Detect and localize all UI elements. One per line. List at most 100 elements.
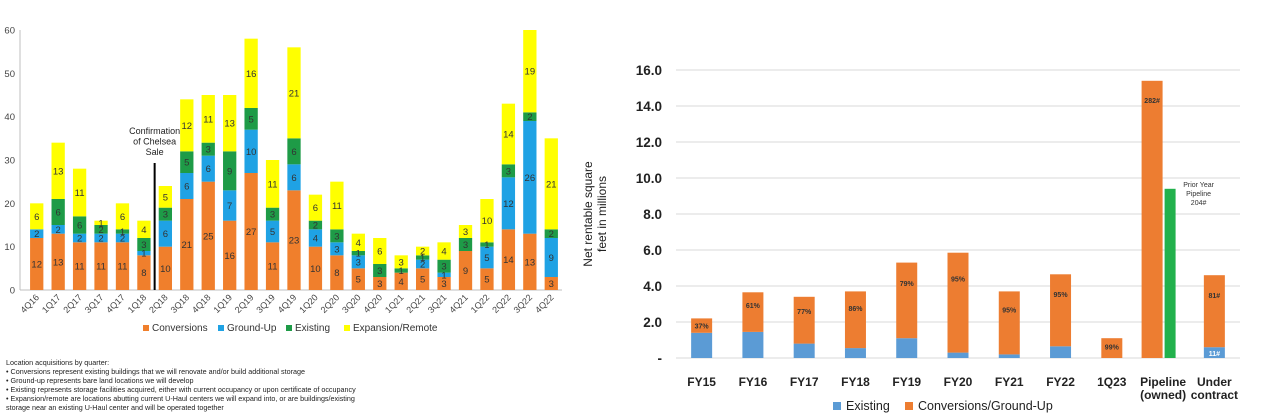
bar-segment-expansion-remote [544,138,558,230]
bar-segment-conversions [287,190,301,290]
right-y-tick-label: 8.0 [643,207,662,222]
bar-segment-expansion-remote [351,233,365,251]
bar-segment-conversions [201,181,215,290]
data-label: 13 [53,166,64,177]
bar-segment-conversions-ground-up [793,296,815,344]
bar-label: 99% [1105,345,1120,352]
right-y-tick-label: 2.0 [643,315,662,330]
data-label: 4 [356,238,361,249]
left-y-tick-label: 60 [4,26,15,37]
left-x-tick-label: 3Q21 [426,292,449,315]
bar-segment-existing [287,138,301,165]
data-label: 5 [163,192,168,203]
legend-swatch [344,325,350,331]
bar-segment-ground-up [201,155,215,182]
notes-item: storage near an existing U-Haul center a… [6,403,566,412]
data-label: 6 [313,203,318,214]
left-x-tick-label: 4Q17 [104,292,127,315]
bar-segment-conversions [480,268,494,290]
bar-label: 95% [951,277,966,284]
data-label: 21 [289,88,300,99]
bar-segment-existing [351,251,365,256]
data-label: 11 [332,201,342,212]
right-y-tick-label: 4.0 [643,279,662,294]
left-legend: Conversions Ground-Up Existing Expansion/Re… [143,323,438,334]
prior-year-label: Prior Year [1183,182,1214,189]
left-x-tick-label: 1Q21 [383,292,406,315]
right-stacked-bar-chart: - 2.0 4.0 6.0 8.0 10.0 12.0 14.0 16.0 Net rentabl… [581,63,1240,413]
data-label: 1 [120,227,125,238]
bar-segment-expansion-remote [265,160,280,208]
bar-segment-ground-up [523,121,537,234]
data-label: 4 [141,225,146,236]
data-label: 5 [270,227,275,238]
data-label: 1 [141,249,146,260]
bar-segment-conversions [158,246,173,290]
data-label: 3 [270,210,275,221]
data-label: 3 [163,210,168,221]
right-x-tick-label: FY21 [995,375,1024,389]
data-label: 2 [98,234,103,245]
data-label: 3 [506,166,511,177]
bar-segment-existing [180,151,194,173]
left-x-tick-label: 2Q17 [61,292,84,315]
bar-segment-expansion-remote [480,199,494,243]
data-label: 5 [184,158,189,169]
bar-segment-ground-up [223,190,237,221]
bar-segment-expansion-remote [287,47,301,139]
left-x-tick-label: 2Q20 [319,292,342,315]
bar-segment-conversions [351,268,365,290]
bar-segment-conversions [437,277,451,290]
bar-segment-existing [115,229,130,234]
right-y-tick-label: 14.0 [636,99,662,114]
annotation-text: of Chelsea [133,137,176,147]
data-label: 11 [268,262,278,273]
left-x-tick-label: 4Q19 [276,292,299,315]
left-x-tick-label: 2Q19 [233,292,256,315]
data-label: 14 [503,130,514,141]
data-label: 26 [525,173,536,184]
bar-segment-conversions [330,255,344,290]
right-x-tick-label: contract [1191,388,1238,402]
data-label: 6 [56,208,61,219]
data-label: 12 [503,199,514,210]
legend-label: Expansion/Remote [353,323,438,334]
bar-segment-existing [480,242,494,247]
legend-swatch [143,325,149,331]
right-x-tick-labels: FY15 FY16 FY17 FY18 FY19 FY20 FY21 FY22 1Q23 Pipe… [687,375,1238,402]
data-label: 11 [75,188,85,199]
left-y-tick-label: 40 [4,112,15,123]
data-label: 2 [98,225,103,236]
bar-label: 37% [695,324,710,331]
bar-segment-ground-up [30,229,44,238]
bar-segment-expansion-remote [115,203,130,230]
bar-segment-existing [691,332,713,358]
bar-segment-ground-up [158,220,173,247]
data-label: 2 [77,234,82,245]
data-label: 5 [484,275,489,286]
right-x-tick-label: FY18 [841,375,870,389]
bar-segment-conversions [51,233,65,290]
right-x-tick-label: 1Q23 [1097,375,1127,389]
bar-label: 95% [1002,307,1017,314]
bar-segment-ground-up [265,220,280,243]
left-x-tick-label: 4Q20 [362,292,385,315]
prior-year-label: Pipeline [1186,191,1211,198]
legend-label: Conversions/Ground-Up [918,399,1053,413]
data-label: 2 [34,229,39,240]
bar-segment-existing [844,348,866,358]
left-x-tick-label: 3Q19 [254,292,277,315]
left-axes: 0 10 20 30 40 50 60 [4,26,562,297]
notes-item-text: Ground-up represents bare land locations… [10,376,194,385]
bar-segment-expansion-remote [437,242,451,260]
data-label: 6 [34,212,39,223]
notes-title: Location acquisitions by quarter: [6,358,110,367]
bar-segment-existing [896,338,918,358]
left-x-tick-labels: 4Q161Q172Q173Q174Q171Q182Q183Q184Q181Q19… [18,292,555,315]
bar-segment-conversions [373,277,387,290]
bar-segment-conversions [394,272,408,290]
bar-segment-conversions [458,251,473,290]
bar-segment-ground-up [115,233,130,243]
bar-segment-expansion-remote [30,203,44,230]
bar-label-existing: 11# [1209,351,1220,358]
